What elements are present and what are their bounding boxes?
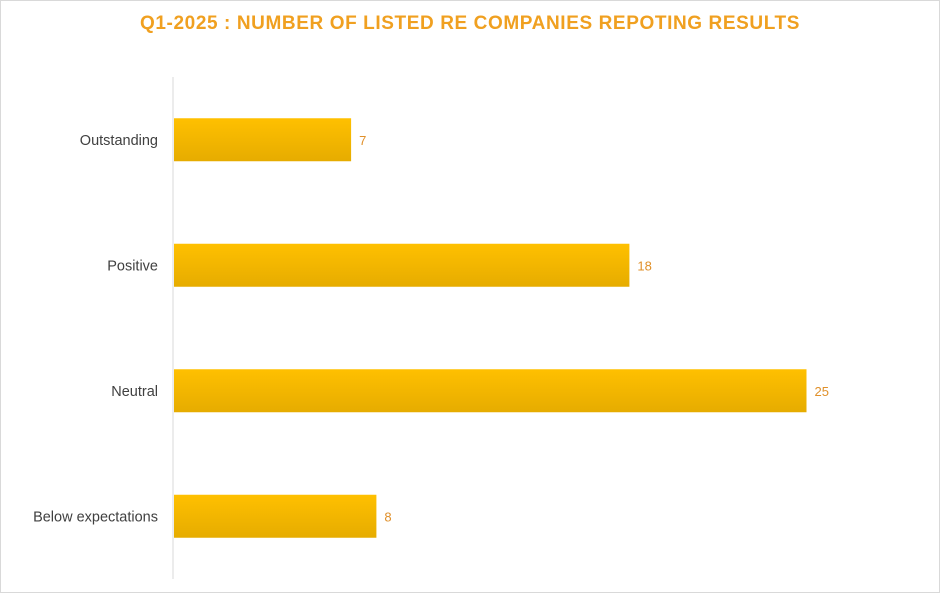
- category-label: Below expectations: [33, 509, 158, 525]
- bar-positive: [174, 243, 630, 287]
- bars: Outstanding 7 Positive 18 Neutral 25 Below exp…: [33, 118, 829, 538]
- bar-neutral: [174, 369, 807, 413]
- chart-title: Q1-2025 : NUMBER OF LISTED RE COMPANIES …: [140, 13, 800, 34]
- category-label: Positive: [107, 258, 158, 274]
- data-label: 25: [815, 384, 829, 399]
- bar-below-expectations: [174, 494, 377, 538]
- bar-outstanding: [174, 118, 352, 162]
- data-label: 18: [637, 258, 651, 273]
- category-label: Outstanding: [80, 133, 158, 149]
- data-label: 8: [384, 509, 391, 524]
- data-label: 7: [359, 133, 366, 148]
- category-label: Neutral: [111, 384, 158, 400]
